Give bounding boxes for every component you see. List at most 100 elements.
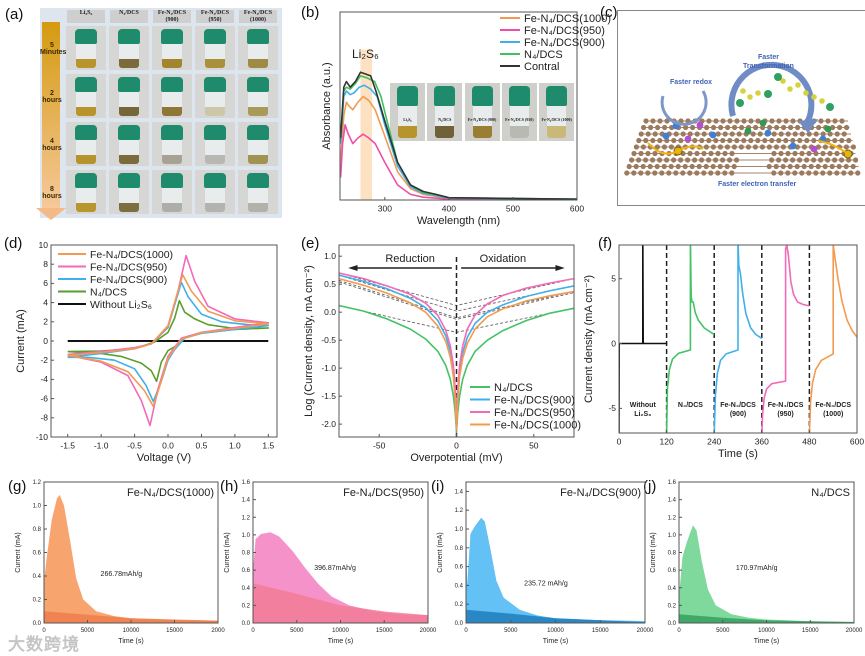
carbon-atom — [778, 131, 784, 137]
y-tick-label: -10 — [36, 432, 49, 442]
vial-glass — [162, 92, 182, 116]
carbon-atom — [636, 157, 642, 163]
plot-area — [340, 49, 577, 200]
sulfur-atom — [811, 94, 817, 100]
y-tick-label: 1.0 — [242, 533, 251, 539]
y-tick-label: 0.8 — [242, 551, 251, 557]
tafel-fit-line — [339, 281, 574, 320]
x-tick-label: 5000 — [81, 628, 95, 634]
carbon-atom — [678, 157, 684, 163]
carbon-atom — [715, 170, 721, 176]
lithium-atom — [826, 103, 834, 111]
y-tick-label: -1.0 — [321, 363, 336, 373]
carbon-atom — [794, 163, 800, 170]
sulfur-atom — [819, 98, 825, 104]
carbon-atom — [722, 170, 728, 176]
vial-cap — [204, 173, 226, 188]
carbon-atom — [731, 163, 737, 170]
carbon-atom — [850, 163, 856, 170]
carbon-atom — [708, 150, 714, 157]
y-tick-label: 8 — [43, 259, 48, 269]
carbon-atom — [652, 131, 658, 137]
carbon-atom — [633, 144, 639, 150]
y-axis-label: Current density (mA cm⁻²) — [583, 275, 595, 403]
vial — [247, 125, 269, 165]
vial-cap — [118, 29, 140, 44]
chart-title: Fe-N₄/DCS(900) — [560, 487, 641, 499]
carbon-atom — [795, 124, 801, 131]
transformation-cycle-arrow-icon — [728, 61, 815, 123]
carbon-atom — [738, 144, 744, 150]
carbon-atom — [725, 124, 731, 131]
carbon-atom — [813, 131, 819, 137]
panel-label-h: (h) — [220, 478, 239, 495]
carbon-atom — [641, 124, 647, 131]
carbon-atom — [652, 170, 658, 176]
carbon-atom — [643, 137, 649, 144]
carbon-atom — [682, 163, 688, 170]
y-tick-label: 0.0 — [324, 307, 336, 317]
x-axis-label: Wavelength (nm) — [417, 215, 500, 227]
carbon-atom — [811, 137, 817, 144]
carbon-atom — [687, 170, 693, 176]
carbon-atom — [815, 163, 821, 170]
time-label: 4 hours — [42, 138, 62, 152]
vial-glass — [205, 92, 225, 116]
y-tick-label: 1.0 — [668, 533, 677, 539]
watermark: 大数跨境 — [8, 635, 80, 654]
carbon-atom — [722, 150, 728, 157]
inset-vial-label: N₄/DCS — [438, 117, 452, 122]
carbon-atom — [755, 137, 761, 144]
vial-cap — [434, 86, 456, 106]
capacity-annotation: 396.87mAh/g — [314, 565, 356, 572]
x-tick-label: 0.5 — [196, 441, 208, 451]
x-tick-label: 20000 — [846, 628, 863, 634]
vial-photo — [109, 170, 149, 214]
carbon-atom — [736, 131, 742, 137]
segment-label: N₄/DCS — [678, 402, 703, 409]
line-series — [67, 299, 270, 383]
y-tick-label: 1.2 — [455, 508, 464, 514]
carbon-atom — [734, 137, 740, 144]
y-tick-label: -8 — [40, 413, 48, 423]
carbon-atom — [825, 118, 831, 124]
x-tick-label: -0.5 — [127, 441, 142, 451]
carbon-atom — [808, 163, 814, 170]
carbon-atom — [717, 144, 723, 150]
x-tick-label: 0 — [454, 441, 459, 451]
panel-label-i: (i) — [431, 478, 445, 495]
faster-label: Faster — [758, 54, 780, 61]
carbon-atom — [776, 118, 782, 124]
carbon-atom — [820, 131, 826, 137]
carbon-atom — [773, 144, 779, 150]
y-axis-label: Current (mA) — [224, 532, 231, 572]
dopant-atom — [789, 142, 797, 150]
panel-label-j: (j) — [643, 478, 657, 495]
vial-glass — [119, 44, 139, 68]
area-series-baseline — [253, 583, 428, 623]
carbon-atom — [839, 137, 845, 144]
vial — [204, 29, 226, 69]
y-tick-label: 1.4 — [455, 489, 464, 495]
inset-vial-label: Fe-N₄/DCS (900) — [467, 117, 497, 122]
carbon-atom — [671, 137, 677, 144]
column-header: Fe-N₄/DCS (900) — [153, 10, 191, 23]
vial-photo — [152, 74, 192, 118]
y-tick-label: 0.4 — [668, 586, 677, 592]
vial-glass — [547, 106, 567, 138]
vial-liquid — [509, 126, 529, 138]
carbon-atom — [771, 170, 777, 176]
vial-photo — [195, 170, 235, 214]
y-axis-label: Current (mA) — [15, 532, 22, 572]
chart-j: 0 5000 10000 15000 20000 0.0 0.2 0.4 0.6 0.8 1.0 1.… — [650, 480, 863, 645]
carbon-atom — [778, 170, 784, 176]
x-tick-label: 0.0 — [162, 441, 174, 451]
carbon-atom — [855, 170, 861, 176]
carbon-atom — [657, 137, 663, 144]
vial-cap — [247, 125, 269, 140]
vial-cap — [75, 173, 97, 188]
vial-liquid — [76, 107, 96, 116]
y-tick-label: 5 — [611, 274, 616, 284]
carbon-atom — [694, 131, 700, 137]
y-tick-label: 0.0 — [242, 621, 251, 627]
